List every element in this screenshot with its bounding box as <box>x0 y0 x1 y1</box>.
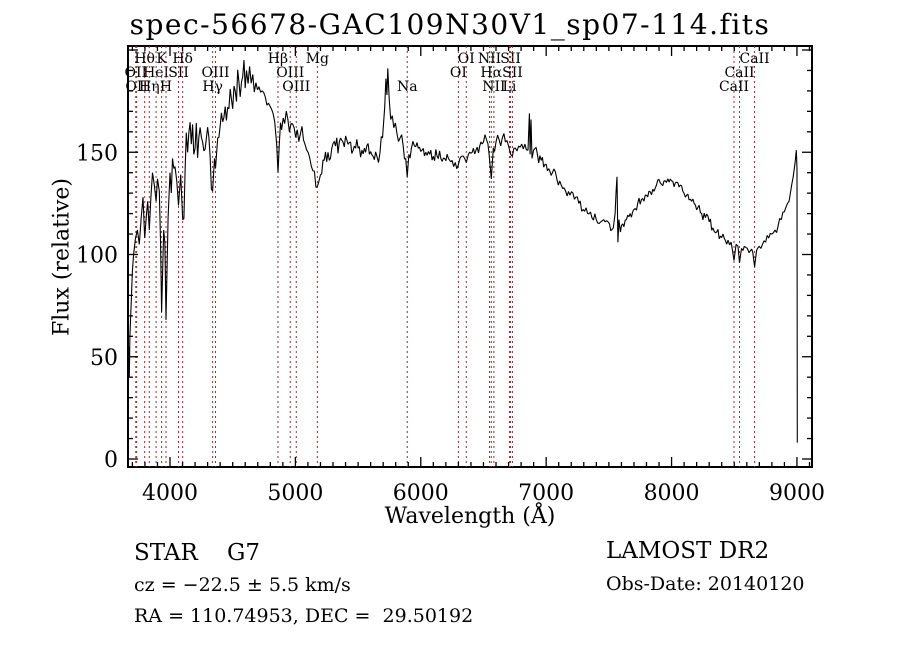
page-title: spec-56678-GAC109N30V1_sp07-114.fits <box>129 8 771 41</box>
spectral-line-label: NII <box>482 79 505 95</box>
star-class-text: STAR G7 <box>134 540 261 566</box>
x-tick-label: 8000 <box>644 481 700 506</box>
spectrum-trace <box>127 60 798 443</box>
y-tick-label: 0 <box>104 448 118 473</box>
spectral-line-label: Hγ <box>202 79 223 95</box>
spectral-line-label: Hα <box>480 65 502 81</box>
y-axis-label: Flux (relative) <box>49 177 75 337</box>
x-axis-label: Wavelength (Å) <box>384 504 556 529</box>
spectral-line-label: OI <box>450 65 467 81</box>
spectral-line-label: SII <box>168 65 189 81</box>
spectral-line-label: HeI <box>143 65 169 81</box>
spectral-line-label: Hη <box>139 79 160 95</box>
x-tick-label: 9000 <box>769 481 825 506</box>
obs-date-text: Obs-Date: 20140120 <box>606 573 805 595</box>
spectral-line-label: OI <box>458 51 475 67</box>
spectral-line-label: Hθ <box>134 51 155 67</box>
ra-dec-text: RA = 110.74953, DEC = 29.50192 <box>134 605 474 627</box>
x-tick-label: 4000 <box>142 481 198 506</box>
spectral-line-label: Li <box>503 79 517 95</box>
spectral-line-label: SII <box>500 51 521 67</box>
spectral-line-label: OII <box>125 65 148 81</box>
plot-box <box>127 45 813 468</box>
spectral-line-label: CaII <box>724 65 754 81</box>
spectral-line-label: Mg <box>306 51 329 67</box>
survey-release-text: LAMOST DR2 <box>606 538 770 564</box>
spectral-line-label: OIII <box>276 65 304 81</box>
y-tick-label: 50 <box>90 346 118 371</box>
spectral-line-label: CaII <box>719 79 749 95</box>
y-tick-label: 100 <box>76 244 118 269</box>
spectral-line-label: NII <box>478 51 501 67</box>
cz-velocity-text: cz = −22.5 ± 5.5 km/s <box>134 574 351 596</box>
spectral-line-label: Hδ <box>172 51 193 67</box>
spectral-line-label: OIII <box>282 79 310 95</box>
spectral-line-label: OIII <box>201 65 229 81</box>
x-tick-label: 7000 <box>518 481 574 506</box>
spectral-line-label: Na <box>397 79 418 95</box>
spectral-line-label: K <box>156 51 167 67</box>
spectral-line-label: H <box>160 79 172 95</box>
x-tick-label: 5000 <box>267 481 323 506</box>
spectral-line-label: SII <box>502 65 523 81</box>
y-tick-label: 150 <box>76 141 118 166</box>
spectral-line-label: Hβ <box>268 51 288 67</box>
spectral-line-label: CaII <box>740 51 770 67</box>
x-tick-label: 6000 <box>393 481 449 506</box>
